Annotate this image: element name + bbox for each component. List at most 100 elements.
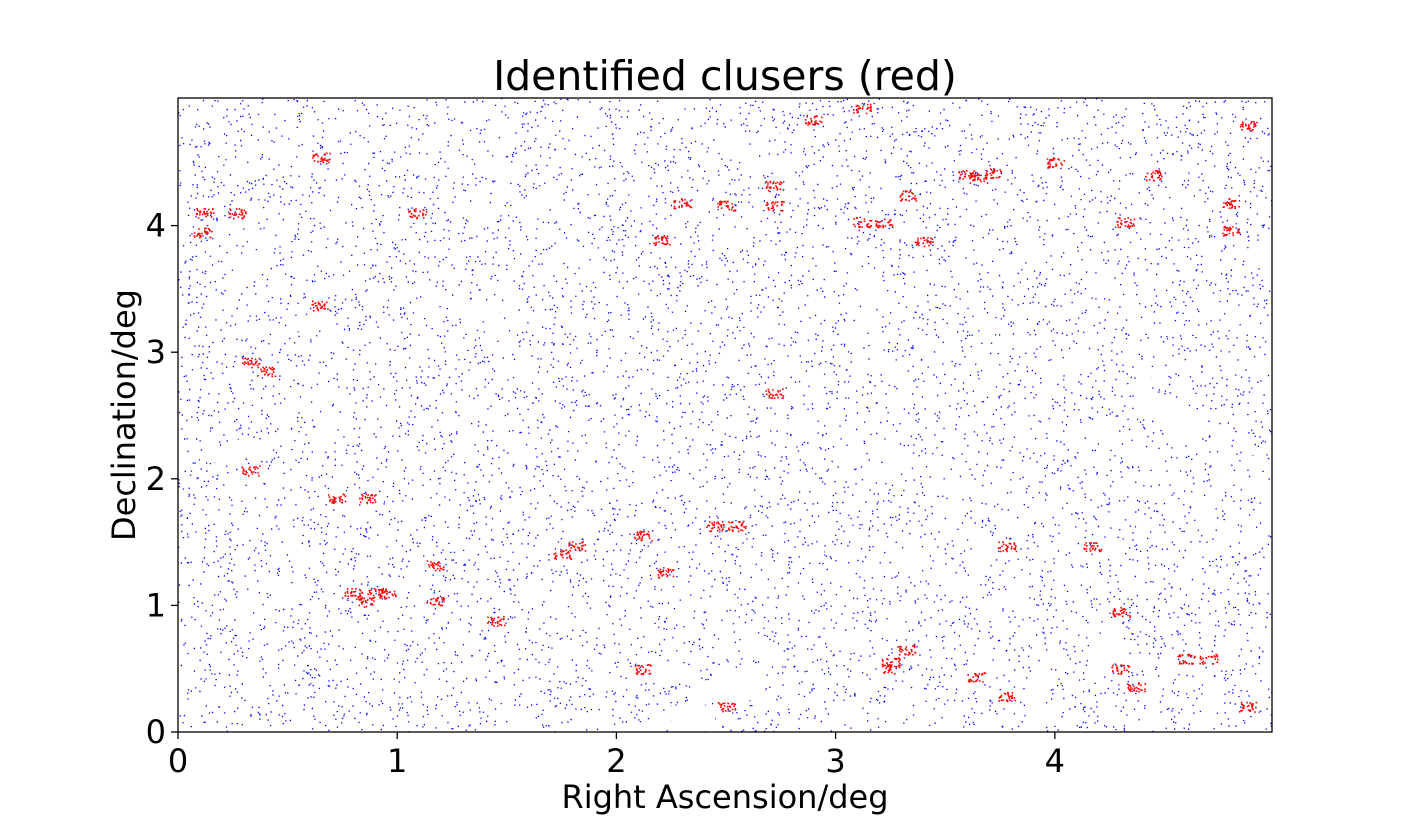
cluster-point: [899, 190, 918, 202]
cluster-point: [634, 664, 652, 676]
cluster-point: [967, 672, 987, 683]
masked-region: [256, 324, 284, 334]
cluster-point: [568, 541, 587, 552]
y-axis-ticks: 0 1 2 3 4: [146, 207, 178, 751]
cluster-point: [355, 596, 375, 608]
masked-region: [397, 580, 420, 589]
y-axis-label: Declination/deg: [105, 289, 143, 541]
masked-region: [758, 543, 788, 549]
cluster-point: [377, 587, 397, 600]
cluster-point: [969, 172, 989, 184]
masked-region: [824, 547, 858, 555]
x-tick-label: 3: [825, 742, 845, 780]
cluster-point: [728, 520, 747, 533]
cluster-point: [717, 200, 737, 212]
cluster-point: [1177, 653, 1196, 665]
cluster-point: [344, 587, 364, 599]
cluster-point: [1112, 606, 1131, 618]
masked-region: [1142, 369, 1165, 378]
cluster-point: [706, 521, 725, 533]
cluster-point: [1046, 157, 1066, 169]
y-tick-label: 3: [146, 333, 166, 371]
chart-title: Identified clusers (red): [493, 52, 957, 100]
masked-region: [704, 129, 737, 137]
masked-region: [188, 692, 211, 701]
cluster-point: [553, 549, 573, 560]
masked-region: [1164, 411, 1209, 431]
plot-frame: [177, 97, 1273, 733]
masked-region: [199, 452, 222, 463]
cluster-point: [881, 657, 901, 668]
masked-region: [228, 439, 262, 458]
masked-region: [736, 133, 803, 140]
masked-region: [298, 323, 317, 334]
y-tick-label: 0: [146, 713, 166, 751]
cluster-markers: [193, 103, 1258, 713]
masked-region: [704, 688, 748, 700]
cluster-point: [805, 114, 823, 126]
cluster-point: [997, 541, 1018, 553]
cluster-point: [426, 560, 445, 572]
cluster-point: [242, 357, 261, 369]
cluster-point: [1222, 198, 1240, 210]
x-tick-label: 2: [606, 742, 626, 780]
masked-region: [576, 119, 595, 134]
y-tick-label: 1: [146, 586, 166, 624]
cluster-point: [853, 103, 872, 115]
x-axis-ticks: 0 1 2 3 4: [168, 732, 1065, 780]
cluster-point: [765, 200, 785, 212]
cluster-point: [765, 180, 785, 192]
masked-regions: [188, 119, 1268, 730]
plot-area: [178, 98, 1272, 732]
cluster-point: [765, 388, 785, 400]
x-tick-label: 4: [1045, 742, 1065, 780]
cluster-point: [241, 465, 261, 477]
cluster-point: [327, 493, 347, 504]
cluster-point: [1222, 226, 1241, 237]
cluster-point: [998, 691, 1017, 703]
cluster-point: [874, 218, 894, 229]
cluster-point: [657, 568, 675, 579]
cluster-point: [426, 597, 445, 607]
masked-region: [671, 705, 716, 730]
cluster-point: [359, 493, 377, 505]
cluster-point: [311, 152, 331, 164]
cluster-point: [1116, 217, 1136, 229]
cluster-point: [673, 198, 693, 210]
cluster-point: [914, 236, 934, 248]
masked-region: [1164, 428, 1187, 441]
masked-region: [912, 273, 935, 283]
masked-region: [649, 721, 676, 730]
cluster-point: [1083, 542, 1103, 553]
cluster-point: [634, 530, 653, 542]
cluster-point: [1239, 121, 1258, 132]
masked-region: [1065, 575, 1099, 583]
x-tick-label: 0: [168, 742, 188, 780]
masked-region: [1208, 440, 1231, 451]
cluster-point: [853, 217, 873, 229]
masked-region: [270, 673, 292, 682]
x-axis-label: Right Ascension/deg: [561, 778, 888, 816]
plot-background: [178, 98, 1272, 732]
cluster-point: [195, 208, 215, 219]
cluster-point: [984, 167, 1002, 179]
cluster-point: [1127, 682, 1147, 693]
cluster-point: [897, 644, 917, 656]
cluster-point: [653, 235, 671, 246]
cluster-point: [487, 615, 506, 627]
cluster-point: [1199, 653, 1219, 665]
cluster-point: [228, 208, 247, 220]
masked-region: [375, 144, 398, 151]
masked-region: [449, 300, 501, 316]
masked-region: [1219, 472, 1242, 482]
cluster-point: [1111, 664, 1131, 675]
cluster-point: [257, 366, 277, 378]
y-tick-label: 4: [146, 207, 166, 245]
cluster-point: [717, 702, 737, 713]
cluster-point: [958, 170, 977, 181]
masked-region: [528, 664, 551, 672]
cluster-point: [193, 227, 213, 239]
y-tick-label: 2: [146, 460, 166, 498]
cluster-point: [311, 300, 329, 312]
